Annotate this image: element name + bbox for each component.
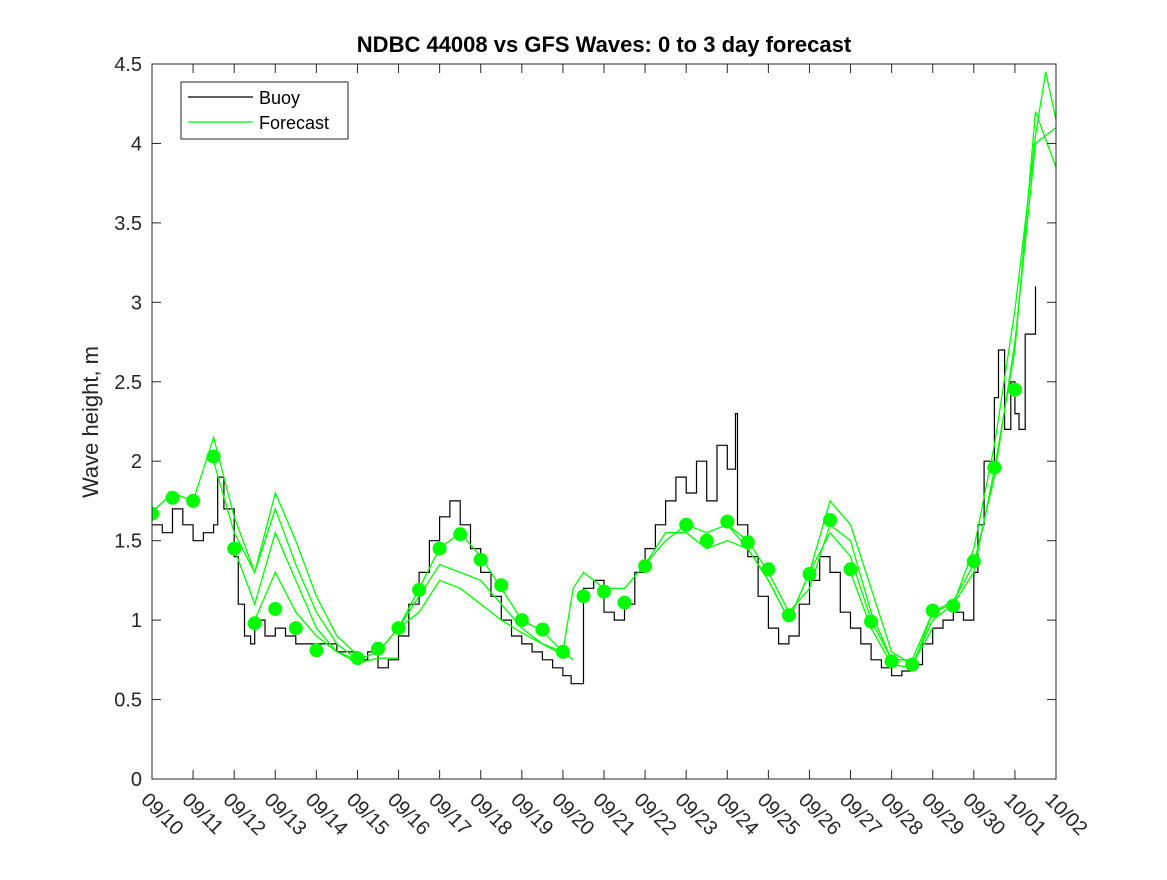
forecast-marker <box>453 527 468 542</box>
forecast-marker <box>227 541 242 556</box>
y-tick-label: 3.5 <box>114 213 142 235</box>
forecast-marker <box>206 449 221 464</box>
forecast-marker <box>165 490 180 505</box>
forecast-marker <box>925 603 940 618</box>
forecast-marker <box>740 535 755 550</box>
forecast-marker <box>391 621 406 636</box>
forecast-marker <box>843 562 858 577</box>
forecast-marker <box>946 598 961 613</box>
forecast-marker <box>884 654 899 669</box>
forecast-marker <box>638 559 653 574</box>
forecast-marker <box>309 643 324 658</box>
y-tick-label: 0 <box>131 769 142 791</box>
forecast-marker <box>720 514 735 529</box>
forecast-marker <box>473 552 488 567</box>
legend-buoy-label: Buoy <box>259 88 300 108</box>
data-layer <box>152 71 1056 685</box>
forecast-marker <box>802 567 817 581</box>
forecast-series-line-2 <box>212 461 379 661</box>
forecast-marker <box>247 616 262 631</box>
legend-box <box>180 81 349 140</box>
forecast-marker <box>514 613 529 628</box>
forecast-marker <box>823 513 837 527</box>
forecast-marker <box>371 641 385 656</box>
y-tick-label: 2.5 <box>114 372 142 394</box>
y-tick-label: 1 <box>131 610 142 632</box>
y-tick-label: 0.5 <box>114 690 142 712</box>
forecast-series-line-6 <box>397 563 564 653</box>
forecast-series-line-3 <box>233 530 399 664</box>
buoy-series-line <box>152 286 1037 685</box>
forecast-marker <box>186 493 201 508</box>
legend: Buoy Forecast <box>180 81 349 140</box>
forecast-marker <box>679 517 694 532</box>
forecast-series-line-12 <box>911 111 1056 665</box>
y-tick-label: 3 <box>131 292 142 314</box>
y-tick-label: 2 <box>131 451 142 473</box>
forecast-marker <box>781 608 796 623</box>
forecast-marker <box>761 562 776 577</box>
forecast-marker <box>1007 382 1022 397</box>
forecast-marker <box>576 589 591 604</box>
forecast-marker <box>412 582 427 597</box>
forecast-marker <box>699 533 714 548</box>
forecast-marker <box>966 554 981 569</box>
forecast-marker <box>152 506 159 521</box>
forecast-marker <box>617 595 632 610</box>
forecast-marker <box>288 621 303 636</box>
legend-forecast-label: Forecast <box>259 113 329 133</box>
chart-title: NDBC 44008 vs GFS Waves: 0 to 3 day fore… <box>357 32 852 57</box>
forecast-marker <box>432 541 447 556</box>
forecast-marker <box>350 651 365 666</box>
y-axis-label: Wave height, m <box>78 346 103 498</box>
forecast-marker <box>905 657 920 672</box>
forecast-series-line-7 <box>418 579 564 656</box>
forecast-marker <box>535 622 550 637</box>
y-tick-label: 4 <box>131 133 142 155</box>
y-tick-label: 1.5 <box>114 531 142 553</box>
forecast-marker <box>987 460 1002 475</box>
forecast-marker <box>597 584 611 599</box>
y-tick-label: 4.5 <box>114 54 142 76</box>
forecast-marker <box>494 578 509 593</box>
forecast-marker <box>268 602 283 616</box>
forecast-marker <box>864 614 879 629</box>
forecast-marker <box>555 644 570 659</box>
